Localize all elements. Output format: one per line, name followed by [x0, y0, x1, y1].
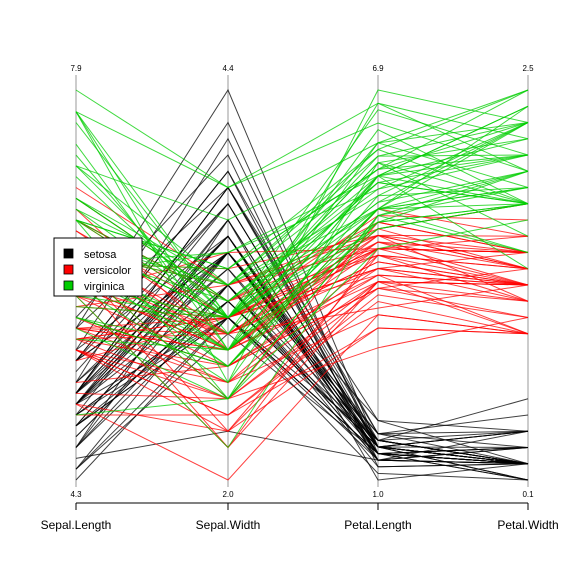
legend-swatch-setosa	[63, 248, 74, 259]
axis-max-label-sepal-width: 4.4	[222, 64, 234, 73]
data-line-versicolor-50	[75, 274, 529, 351]
axis-min-label-petal-width: 0.1	[522, 490, 534, 499]
data-line-versicolor-38	[75, 254, 529, 433]
axis-min-label-petal-length: 1.0	[372, 490, 384, 499]
data-line-virginica-36	[75, 111, 529, 319]
axis-name-sepal-length: Sepal.Length	[41, 518, 112, 532]
data-line-virginica-18	[75, 102, 529, 189]
data-line-versicolor-48	[75, 261, 529, 335]
data-line-setosa-44	[75, 235, 529, 441]
data-line-versicolor-32	[75, 300, 529, 416]
data-line-setosa-42	[75, 430, 529, 461]
axis-min-label-sepal-width: 2.0	[222, 490, 234, 499]
data-line-virginica-12	[75, 187, 529, 367]
data-line-versicolor-30	[75, 314, 529, 384]
data-line-virginica-49	[75, 122, 529, 275]
data-line-versicolor-41	[75, 254, 529, 384]
data-line-versicolor-46	[75, 267, 529, 329]
bottom-axis	[75, 502, 529, 510]
legend-label-setosa: setosa	[84, 249, 117, 261]
data-line-versicolor-44	[75, 327, 529, 432]
data-line-versicolor-40	[75, 281, 529, 400]
data-line-setosa-43	[75, 284, 529, 470]
data-line-virginica-47	[75, 187, 529, 400]
data-line-virginica-42	[75, 122, 529, 302]
data-line-virginica-50	[75, 203, 529, 319]
axis-name-petal-length: Petal.Length	[344, 518, 411, 532]
legend-label-virginica: virginica	[84, 281, 125, 293]
legend-label-versicolor: versicolor	[84, 265, 131, 277]
data-line-setosa-47	[75, 186, 529, 465]
data-line-virginica-35	[75, 175, 529, 384]
axis-name-sepal-width: Sepal.Width	[196, 518, 261, 532]
axis-name-petal-width: Petal.Width	[497, 518, 558, 532]
data-line-virginica-1	[75, 89, 529, 270]
data-line-virginica-38	[75, 182, 529, 302]
legend-swatch-versicolor	[63, 264, 74, 275]
data-line-virginica-26	[75, 148, 529, 286]
legend: setosa versicolor virginica	[53, 237, 143, 297]
data-line-virginica-20	[75, 215, 529, 449]
data-line-virginica-45	[75, 89, 529, 270]
axis-max-label-petal-width: 2.5	[522, 64, 534, 73]
axis-max-label-petal-length: 6.9	[372, 64, 384, 73]
data-line-setosa-14	[75, 316, 529, 481]
data-line-virginica-22	[75, 170, 529, 351]
data-line-virginica-39	[75, 203, 529, 319]
axis-min-label-sepal-length: 4.3	[70, 490, 82, 499]
data-line-virginica-32	[75, 89, 529, 189]
data-line-virginica-30	[75, 162, 529, 319]
data-line-versicolor-49	[75, 317, 529, 400]
data-line-virginica-23	[75, 102, 529, 351]
axis-names: Sepal.Length Sepal.Width Petal.Length Pe…	[41, 518, 559, 532]
data-lines	[75, 88, 529, 481]
legend-swatch-virginica	[63, 280, 74, 291]
data-line-virginica-41	[75, 105, 529, 302]
data-line-virginica-43	[75, 187, 529, 367]
axis-max-label-sepal-length: 7.9	[70, 64, 82, 73]
data-line-virginica-48	[75, 170, 529, 319]
data-line-setosa-49	[75, 202, 529, 465]
axis-range-labels: 7.9 4.4 6.9 2.5 4.3 2.0 1.0 0.1	[70, 64, 534, 499]
data-line-virginica-10	[75, 89, 529, 221]
